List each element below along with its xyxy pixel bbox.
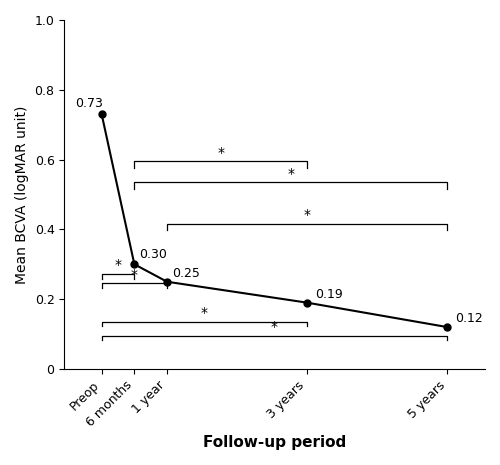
X-axis label: Follow-up period: Follow-up period [203, 435, 346, 450]
Text: 0.30: 0.30 [139, 248, 167, 261]
Text: *: * [131, 268, 138, 282]
Text: 0.19: 0.19 [314, 288, 342, 301]
Text: *: * [218, 146, 224, 159]
Text: 0.73: 0.73 [76, 97, 104, 110]
Text: 0.12: 0.12 [455, 312, 482, 326]
Text: *: * [304, 208, 310, 222]
Text: *: * [288, 166, 294, 180]
Text: *: * [201, 306, 208, 320]
Text: 0.25: 0.25 [172, 267, 200, 280]
Text: *: * [271, 320, 278, 334]
Y-axis label: Mean BCVA (logMAR unit): Mean BCVA (logMAR unit) [15, 105, 29, 284]
Text: *: * [114, 259, 121, 272]
